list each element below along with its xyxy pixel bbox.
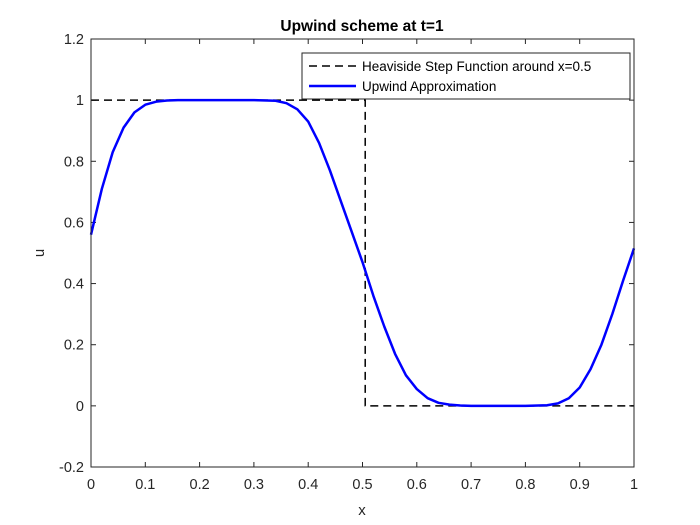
y-tick-label: 0.8 <box>64 154 84 170</box>
x-tick-label: 1 <box>630 477 638 493</box>
legend-box <box>301 52 631 100</box>
y-tick-label: 0.6 <box>64 215 84 231</box>
y-tick-label: 0.4 <box>64 277 84 293</box>
chart-title: Upwind scheme at t=1 <box>280 18 444 35</box>
series-lines <box>89 98 636 408</box>
x-tick-label: 0.9 <box>570 477 590 493</box>
x-tick-label: 0.7 <box>461 477 481 493</box>
axis-ticks: 0 0.1 0.2 0.3 0.4 0.5 0.6 0.7 0.8 0.9 1-0.200.20.4… <box>59 32 638 493</box>
upwind-approximation-line <box>89 98 636 408</box>
y-axis-label: u <box>31 249 48 257</box>
x-tick-label: 0.6 <box>407 477 427 493</box>
y-tick-label: 0.2 <box>64 338 84 354</box>
y-tick-label: 1.2 <box>64 32 84 48</box>
x-tick-label: 0.5 <box>352 477 372 493</box>
legend-entry-label: Upwind Approximation <box>362 79 496 94</box>
x-tick-label: 0.2 <box>190 477 210 493</box>
x-tick-label: 0.8 <box>515 477 535 493</box>
x-axis-label: x <box>358 502 366 519</box>
legend: Heaviside Step Function around x=0.5 Upwi… <box>301 52 631 100</box>
legend-entry-label: Heaviside Step Function around x=0.5 <box>362 59 591 74</box>
axes-box <box>90 38 635 468</box>
y-tick-label: 1 <box>76 93 84 109</box>
x-tick-label: 0 <box>87 477 95 493</box>
y-tick-label: -0.2 <box>59 460 84 476</box>
x-tick-label: 0.4 <box>298 477 318 493</box>
x-tick-label: 0.1 <box>135 477 155 493</box>
x-tick-label: 0.3 <box>244 477 264 493</box>
y-tick-label: 0 <box>76 399 84 415</box>
